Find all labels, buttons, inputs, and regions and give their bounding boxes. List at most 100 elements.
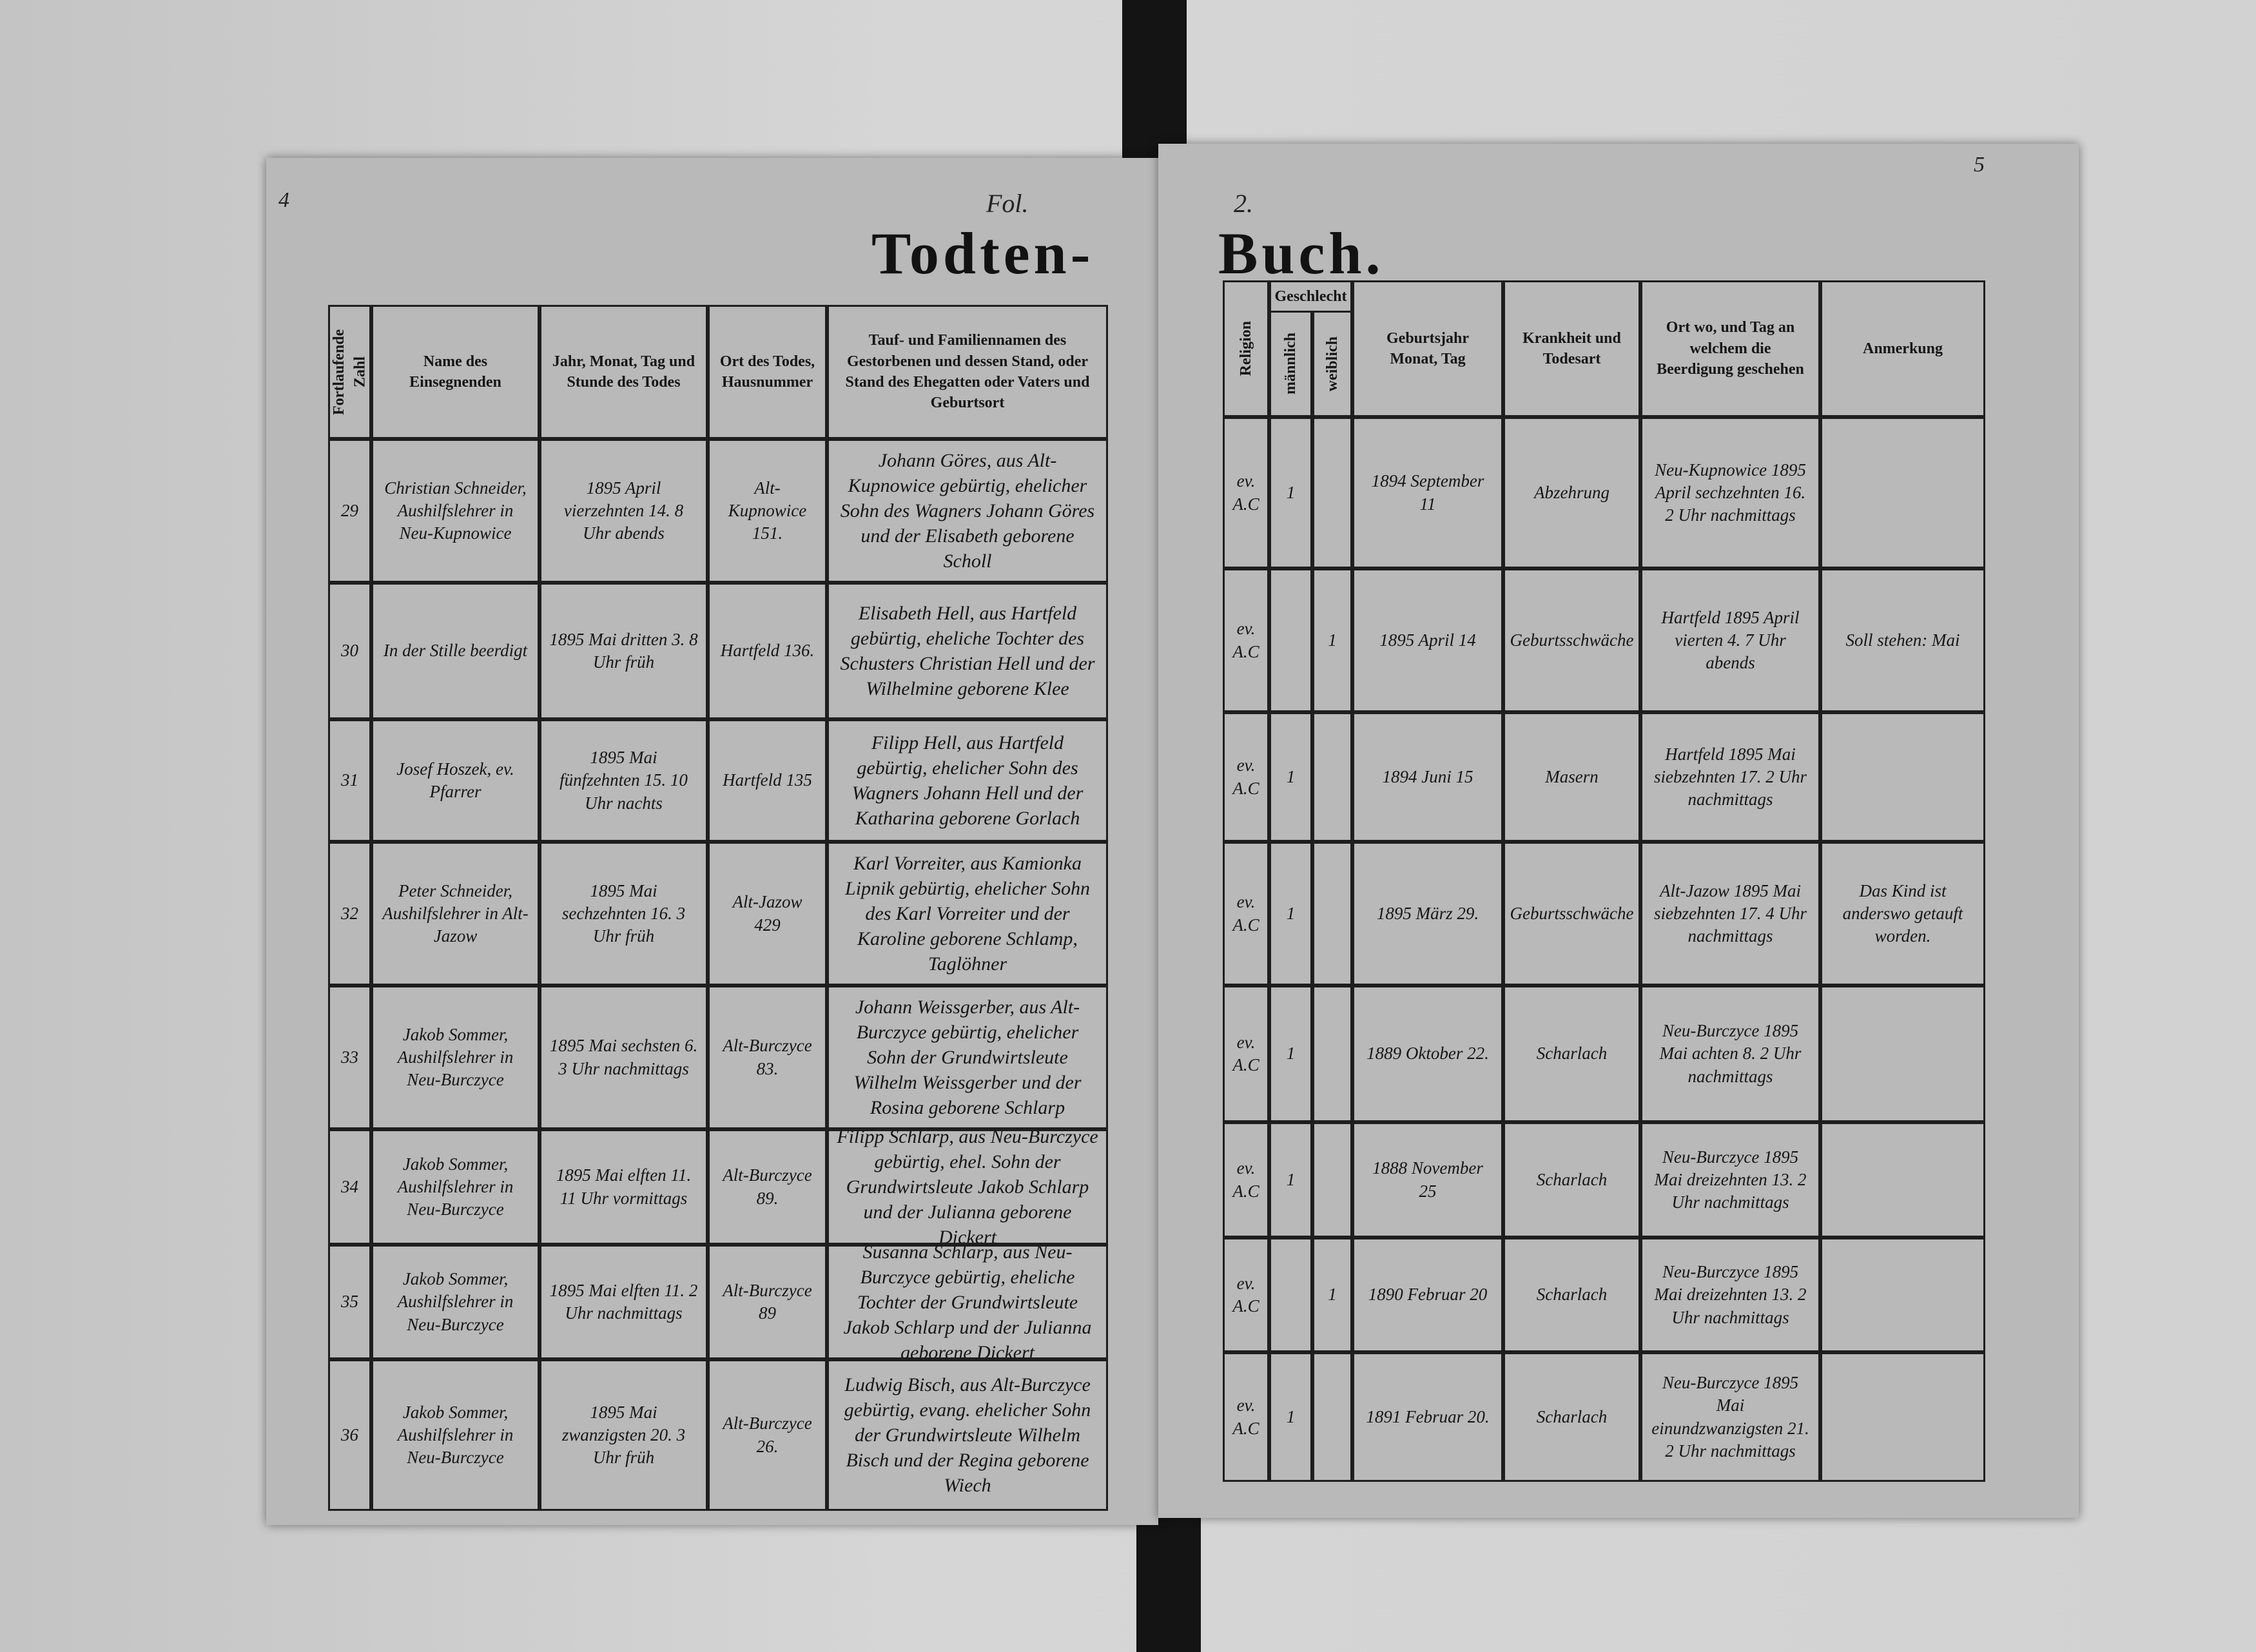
entry-cell-text: Hartfeld 136. [720, 641, 815, 661]
column-header: Krankheit und Todesart [1503, 280, 1640, 417]
column-header-text: Ort des Todes, Hausnummer [719, 353, 815, 391]
column-header: Jahr, Monat, Tag und Stunde des Todes [540, 305, 708, 439]
entry-cell-text: 1889 Oktober 22. [1366, 1044, 1489, 1064]
entry-cell [1312, 712, 1352, 842]
entry-cell [1820, 1122, 1985, 1238]
entry-cell-text: 1 [1286, 1169, 1296, 1189]
binding-bottom [1136, 1508, 1201, 1652]
entry-cell: 32 [328, 842, 371, 986]
entry-cell: 1894 September 11 [1352, 417, 1503, 568]
entry-cell: 1895 Mai fünfzehnten 15. 10 Uhr nachts [540, 719, 708, 842]
entry-cell [1820, 712, 1985, 842]
entry-cell-text: Alt-Burczyce 83. [723, 1036, 812, 1078]
entry-cell-text: 1 [1286, 903, 1296, 923]
page-number: 2. [1234, 189, 1253, 218]
entry-cell: 31 [328, 719, 371, 842]
entry-cell-text: 1895 Mai sechzehnten 16. 3 Uhr früh [561, 880, 686, 946]
entry-cell-text: 1891 Februar 20. [1366, 1406, 1490, 1426]
entry-cell: Geburtsschwäche [1503, 842, 1640, 986]
entry-cell: Das Kind ist anderswo getauft worden. [1820, 842, 1985, 986]
entry-cell [1820, 986, 1985, 1122]
entry-cell: Filipp Hell, aus Hartfeld gebürtig, ehel… [827, 719, 1108, 842]
column-header: weiblich [1312, 311, 1352, 417]
entry-cell [1312, 842, 1352, 986]
title-right: Buch. [1218, 220, 1385, 286]
entry-cell-text: 1895 Mai zwanzigsten 20. 3 Uhr früh [561, 1402, 686, 1468]
entry-cell-text: Alt-Burczyce 89 [723, 1280, 812, 1323]
entry-cell-text: Scharlach [1536, 1406, 1608, 1426]
entry-cell: Alt-Jazow 1895 Mai siebzehnten 17. 4 Uhr… [1640, 842, 1820, 986]
entry-cell: Alt-Burczyce 26. [708, 1359, 827, 1511]
corner-mark: 4 [278, 188, 289, 212]
entry-cell-text: 1 [1286, 766, 1296, 786]
column-header-text: Ort wo, und Tag an welchem die Beerdigun… [1657, 319, 1804, 378]
entry-cell: Alt-Burczyce 83. [708, 986, 827, 1129]
entry-cell-text: Ludwig Bisch, aus Alt-Burczyce gebürtig,… [844, 1374, 1091, 1496]
entry-cell-text: Scharlach [1536, 1285, 1608, 1305]
entry-cell-text: Susanna Schlarp, aus Neu-Burczyce gebürt… [843, 1245, 1092, 1359]
entry-cell-text: Geburtsschwäche [1510, 903, 1634, 923]
column-header-text: Tauf- und Familiennamen des Gestorbenen … [845, 332, 1090, 412]
entry-cell: 1895 Mai elften 11. 11 Uhr vormittags [540, 1129, 708, 1245]
entry-cell: 1895 Mai elften 11. 2 Uhr nachmittags [540, 1245, 708, 1359]
entry-cell-text: Hartfeld 1895 April vierten 4. 7 Uhr abe… [1661, 607, 1800, 673]
entry-cell-text: Alt-Burczyce 26. [723, 1414, 812, 1456]
entry-cell-text: Peter Schneider, Aushilfslehrer in Alt-J… [382, 880, 529, 946]
entry-cell: Hartfeld 1895 Mai siebzehnten 17. 2 Uhr … [1640, 712, 1820, 842]
entry-cell [1312, 1122, 1352, 1238]
entry-cell-text: Geburtsschwäche [1510, 630, 1634, 650]
column-header: Name des Einsegnenden [371, 305, 540, 439]
entry-cell-text: Soll stehen: Mai [1845, 630, 1960, 650]
entry-cell [1820, 1238, 1985, 1352]
entry-cell: 1 [1312, 1238, 1352, 1352]
entry-cell-text: Alt-Kupnowice 151. [728, 478, 807, 543]
entry-cell: 1 [1269, 842, 1312, 986]
entry-cell: Abzehrung [1503, 417, 1640, 568]
entry-cell: Jakob Sommer, Aushilfslehrer in Neu-Burc… [371, 986, 540, 1129]
entry-cell-text: Neu-Burczyce 1895 Mai achten 8. 2 Uhr na… [1659, 1021, 1802, 1086]
entry-cell: 1 [1269, 417, 1312, 568]
column-header: Ort wo, und Tag an welchem die Beerdigun… [1640, 280, 1820, 417]
entry-cell-text: 30 [341, 641, 358, 661]
column-header-text: Religion [1237, 321, 1254, 376]
entry-cell: In der Stille beerdigt [371, 583, 540, 719]
entry-cell: Alt-Jazow 429 [708, 842, 827, 986]
entry-cell: Jakob Sommer, Aushilfslehrer in Neu-Burc… [371, 1129, 540, 1245]
column-header-text: männlich [1282, 333, 1299, 395]
column-header: Tauf- und Familiennamen des Gestorbenen … [827, 305, 1108, 439]
entry-cell: 34 [328, 1129, 371, 1245]
binding-top [1122, 0, 1187, 168]
entry-cell: 1888 November 25 [1352, 1122, 1503, 1238]
entry-cell: Josef Hoszek, ev. Pfarrer [371, 719, 540, 842]
entry-cell: Hartfeld 135 [708, 719, 827, 842]
entry-cell: 1895 Mai sechzehnten 16. 3 Uhr früh [540, 842, 708, 986]
entry-cell-text: 1 [1286, 1044, 1296, 1064]
entry-cell-text: 1890 Februar 20 [1368, 1285, 1488, 1305]
entry-cell: 33 [328, 986, 371, 1129]
entry-cell: Scharlach [1503, 1122, 1640, 1238]
entry-cell: 1895 Mai zwanzigsten 20. 3 Uhr früh [540, 1359, 708, 1511]
column-header-text: Jahr, Monat, Tag und Stunde des Todes [552, 353, 695, 391]
entry-cell: 1891 Februar 20. [1352, 1352, 1503, 1482]
entry-cell-text: 33 [341, 1047, 358, 1067]
entry-cell-text: Neu-Kupnowice 1895 April sechzehnten 16.… [1655, 460, 1806, 525]
entry-cell-text: Elisabeth Hell, aus Hartfeld gebürtig, e… [840, 603, 1095, 699]
entry-cell: 1890 Februar 20 [1352, 1238, 1503, 1352]
entry-cell: 1895 Mai dritten 3. 8 Uhr früh [540, 583, 708, 719]
entry-cell: 35 [328, 1245, 371, 1359]
entry-cell-text: 1895 März 29. [1376, 903, 1479, 923]
entry-cell-text: ev. A.C [1232, 1032, 1259, 1074]
entry-cell: Jakob Sommer, Aushilfslehrer in Neu-Burc… [371, 1245, 540, 1359]
entry-cell-text: Jakob Sommer, Aushilfslehrer in Neu-Burc… [397, 1024, 514, 1090]
entry-cell: Neu-Burczyce 1895 Mai dreizehnten 13. 2 … [1640, 1238, 1820, 1352]
column-header-text: Krankheit und Todesart [1522, 329, 1621, 367]
entry-cell-text: Masern [1545, 766, 1599, 786]
entry-cell-text: ev. A.C [1232, 619, 1259, 661]
entry-cell-text: Filipp Schlarp, aus Neu-Burczyce gebürti… [837, 1129, 1098, 1245]
entry-cell-text: 29 [341, 500, 358, 520]
entry-cell-text: Karl Vorreiter, aus Kamionka Lipnik gebü… [845, 853, 1090, 975]
entry-cell: Filipp Schlarp, aus Neu-Burczyce gebürti… [827, 1129, 1108, 1245]
entry-cell-text: 1894 September 11 [1371, 471, 1484, 514]
entry-cell-text: ev. A.C [1232, 1158, 1259, 1201]
